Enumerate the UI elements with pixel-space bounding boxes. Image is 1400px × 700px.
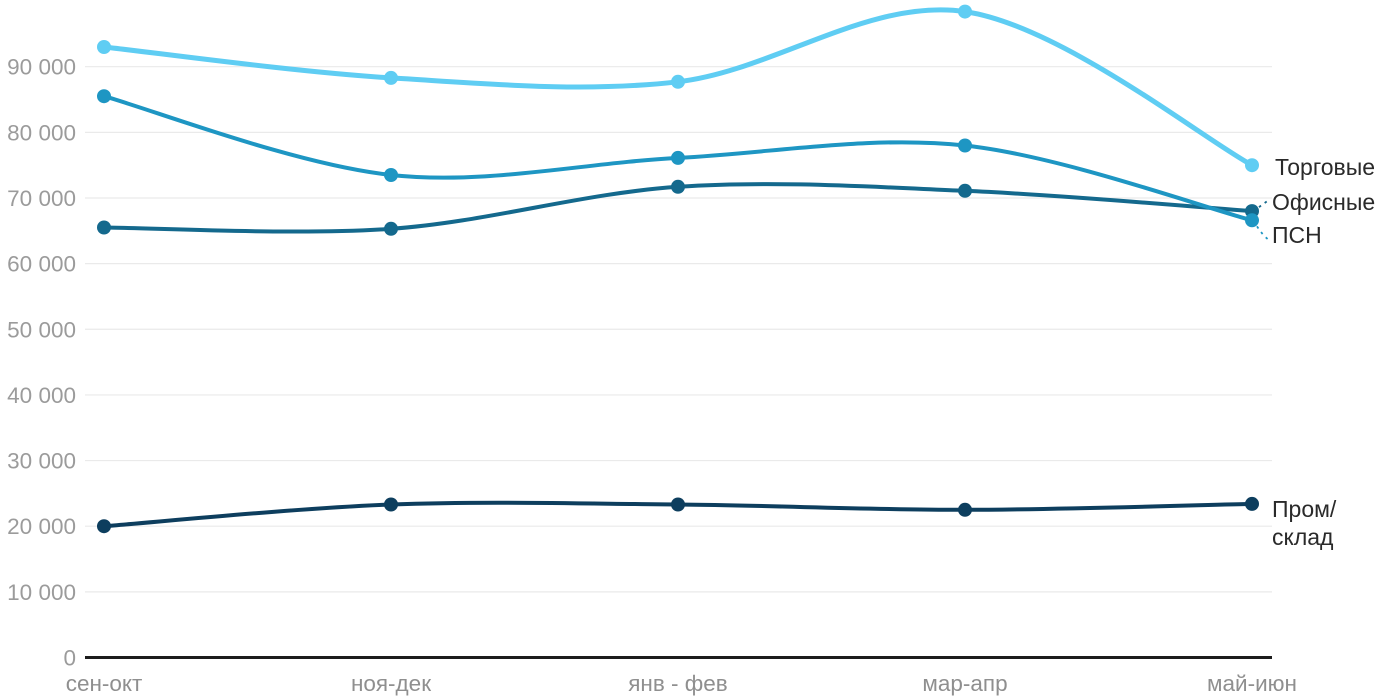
x-tick-label: янв - фев (628, 671, 728, 696)
data-point (97, 220, 111, 235)
x-tick-label: ноя-дек (351, 671, 431, 696)
series-end-label: Пром/ (1272, 496, 1337, 522)
data-point (958, 502, 972, 517)
x-tick-label: май-июн (1207, 671, 1297, 696)
data-point (384, 497, 398, 512)
data-point (958, 138, 972, 153)
data-point (958, 183, 972, 198)
data-point (1245, 158, 1259, 173)
series-line-0 (101, 7, 1255, 168)
data-point (97, 89, 111, 104)
series-end-label: Торговые (1275, 154, 1375, 180)
label-leader-ofisnye (1258, 198, 1271, 208)
y-tick-label: 10 000 (7, 580, 76, 605)
data-point (97, 519, 111, 534)
data-point (671, 497, 685, 512)
y-tick-label: 90 000 (7, 55, 76, 80)
series-end-label: Офисные (1272, 189, 1375, 215)
y-tick-label: 60 000 (7, 252, 76, 277)
data-point (97, 40, 111, 54)
data-point (1245, 213, 1259, 228)
data-point (384, 70, 398, 85)
label-leader-psn (1256, 225, 1269, 240)
y-tick-label: 40 000 (7, 383, 76, 408)
x-tick-label: мар-апр (922, 671, 1007, 696)
y-tick-label: 20 000 (7, 514, 76, 539)
data-point (671, 150, 685, 165)
x-tick-label: сен-окт (66, 671, 143, 696)
data-point (671, 74, 685, 89)
data-point (1245, 496, 1259, 511)
data-point (671, 179, 685, 194)
data-point (384, 168, 398, 182)
y-tick-label: 0 (63, 646, 76, 671)
y-tick-label: 30 000 (7, 449, 76, 474)
y-tick-label: 70 000 (7, 186, 76, 211)
data-point (384, 221, 398, 236)
data-point (958, 4, 972, 19)
y-tick-label: 80 000 (7, 120, 76, 145)
y-tick-label: 50 000 (7, 317, 76, 342)
series-end-label: ПСН (1272, 222, 1322, 248)
series-end-label: склад (1272, 524, 1334, 550)
